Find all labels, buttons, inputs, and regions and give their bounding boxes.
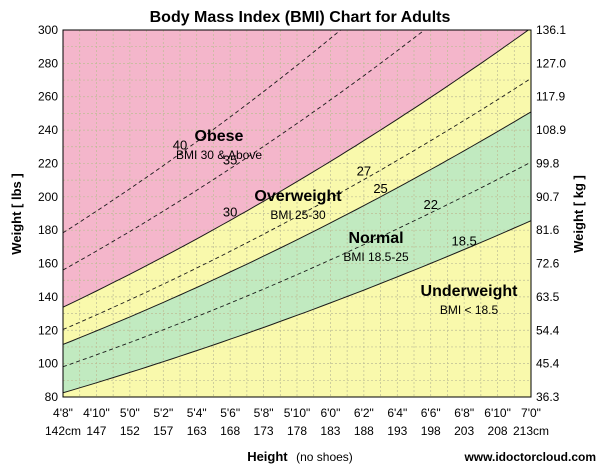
chart-title: Body Mass Index (BMI) Chart for Adults (150, 9, 451, 26)
y-tick-kg: 81.6 (536, 223, 560, 237)
bmi-curves (63, 30, 531, 394)
bmi-curve-label: 22 (423, 197, 437, 212)
zone-underweight (63, 220, 531, 397)
bmi-curve-label: 27 (357, 164, 371, 179)
y-tick-lbs: 160 (38, 257, 58, 271)
bmi-curve-25 (63, 111, 531, 345)
bmi-curve-label: 25 (373, 181, 387, 196)
x-tick-cm: 157 (153, 424, 173, 438)
x-tick-cm: 163 (187, 424, 207, 438)
x-tick-ftin: 5'0" (120, 406, 140, 420)
y-tick-lbs: 300 (38, 23, 58, 37)
y-tick-kg: 127.0 (536, 56, 566, 70)
x-tick-ftin: 6'2" (354, 406, 374, 420)
x-tick-cm: 193 (387, 424, 407, 438)
bmi-curve-label: 40 (173, 138, 187, 153)
x-tick-cm: 183 (320, 424, 340, 438)
y-tick-lbs: 140 (38, 290, 58, 304)
x-tick-ftin: 5'4" (187, 406, 207, 420)
x-tick-cm: 208 (488, 424, 508, 438)
x-tick-cm: 178 (287, 424, 307, 438)
y-axis-lbs-ticks: 300 280 260 240 220 200 180 160 140 120 100 80 (38, 23, 58, 404)
x-tick-cm: 213cm (513, 424, 549, 438)
y-tick-kg: 117.9 (536, 90, 565, 104)
x-tick-ftin: 4'8" (53, 406, 73, 420)
x-axis-label-note: (no shoes) (296, 450, 353, 464)
x-tick-cm: 188 (354, 424, 374, 438)
x-tick-ftin: 5'10" (284, 406, 311, 420)
y-tick-lbs: 180 (38, 223, 58, 237)
x-tick-ftin: 4'10" (83, 406, 110, 420)
x-axis-label: Height (no shoes) (247, 448, 353, 465)
y-tick-kg: 90.7 (536, 190, 560, 204)
x-tick-cm: 203 (454, 424, 474, 438)
bmi-curve-label: 30 (223, 204, 237, 219)
y-tick-lbs: 200 (38, 190, 58, 204)
zone-name-overweight: Overweight (254, 188, 342, 205)
x-tick-ftin: 5'6" (220, 406, 240, 420)
x-tick-cm: 147 (86, 424, 106, 438)
x-tick-ftin: 5'8" (254, 406, 274, 420)
zone-name-normal: Normal (348, 230, 403, 247)
zone-desc-overweight: BMI 25-30 (270, 208, 326, 222)
y-tick-lbs: 240 (38, 123, 58, 137)
x-tick-ftin: 6'8" (454, 406, 474, 420)
bmi-curve-18.5 (63, 220, 531, 394)
x-tick-ftin: 7'0" (521, 406, 541, 420)
zone-desc-normal: BMI 18.5-25 (343, 250, 409, 264)
bmi-curve-label: 35 (223, 153, 237, 168)
y-tick-lbs: 80 (45, 390, 59, 404)
bmi-curve-35 (63, 30, 426, 271)
zone-desc-obese: BMI 30 & Above (176, 148, 262, 162)
y-tick-kg: 63.5 (536, 290, 560, 304)
x-tick-cm: 142cm (45, 424, 81, 438)
zone-desc-underweight: BMI < 18.5 (440, 303, 499, 317)
y-tick-kg: 72.6 (536, 257, 560, 271)
y-tick-lbs: 120 (38, 323, 58, 337)
y-axis-kg-ticks: 136.1 127.0 117.9 108.9 99.8 90.7 81.6 72.6 63.5… (536, 23, 566, 404)
x-tick-ftin: 6'6" (421, 406, 441, 420)
x-tick-cm: 152 (120, 424, 140, 438)
x-tick-cm: 168 (220, 424, 240, 438)
y-tick-lbs: 220 (38, 156, 58, 170)
x-tick-ftin: 5'2" (153, 406, 173, 420)
y-axis-label-kg: Weight [ kg ] (571, 175, 586, 253)
zone-name-obese: Obese (195, 128, 244, 145)
y-tick-kg: 45.4 (536, 357, 560, 371)
bmi-curve-22 (63, 161, 531, 368)
y-axis-label-lbs: Weight [ lbs ] (9, 173, 24, 254)
bmi-curve-40 (63, 30, 342, 234)
plot-frame (62, 29, 532, 398)
x-tick-ftin: 6'10" (484, 406, 511, 420)
y-tick-kg: 54.4 (536, 323, 560, 337)
grid-lines (63, 30, 531, 397)
bmi-curve-label: 18.5 (451, 233, 476, 248)
x-tick-cm: 198 (421, 424, 441, 438)
y-tick-kg: 108.9 (536, 123, 566, 137)
x-axis-label-main: Height (247, 449, 288, 464)
y-tick-kg: 136.1 (536, 23, 566, 37)
y-tick-lbs: 280 (38, 56, 58, 70)
bmi-curve-30 (63, 30, 530, 308)
y-tick-kg: 99.8 (536, 156, 560, 170)
x-tick-cm: 173 (254, 424, 274, 438)
bmi-curve-27 (63, 78, 531, 330)
y-tick-kg: 36.3 (536, 390, 560, 404)
x-tick-ftin: 6'4" (387, 406, 407, 420)
zone-name-underweight: Underweight (421, 283, 519, 300)
website-credit: www.idoctorcloud.com (463, 450, 596, 464)
x-tick-ftin: 6'0" (320, 406, 340, 420)
y-tick-lbs: 260 (38, 90, 58, 104)
y-tick-lbs: 100 (38, 357, 58, 371)
